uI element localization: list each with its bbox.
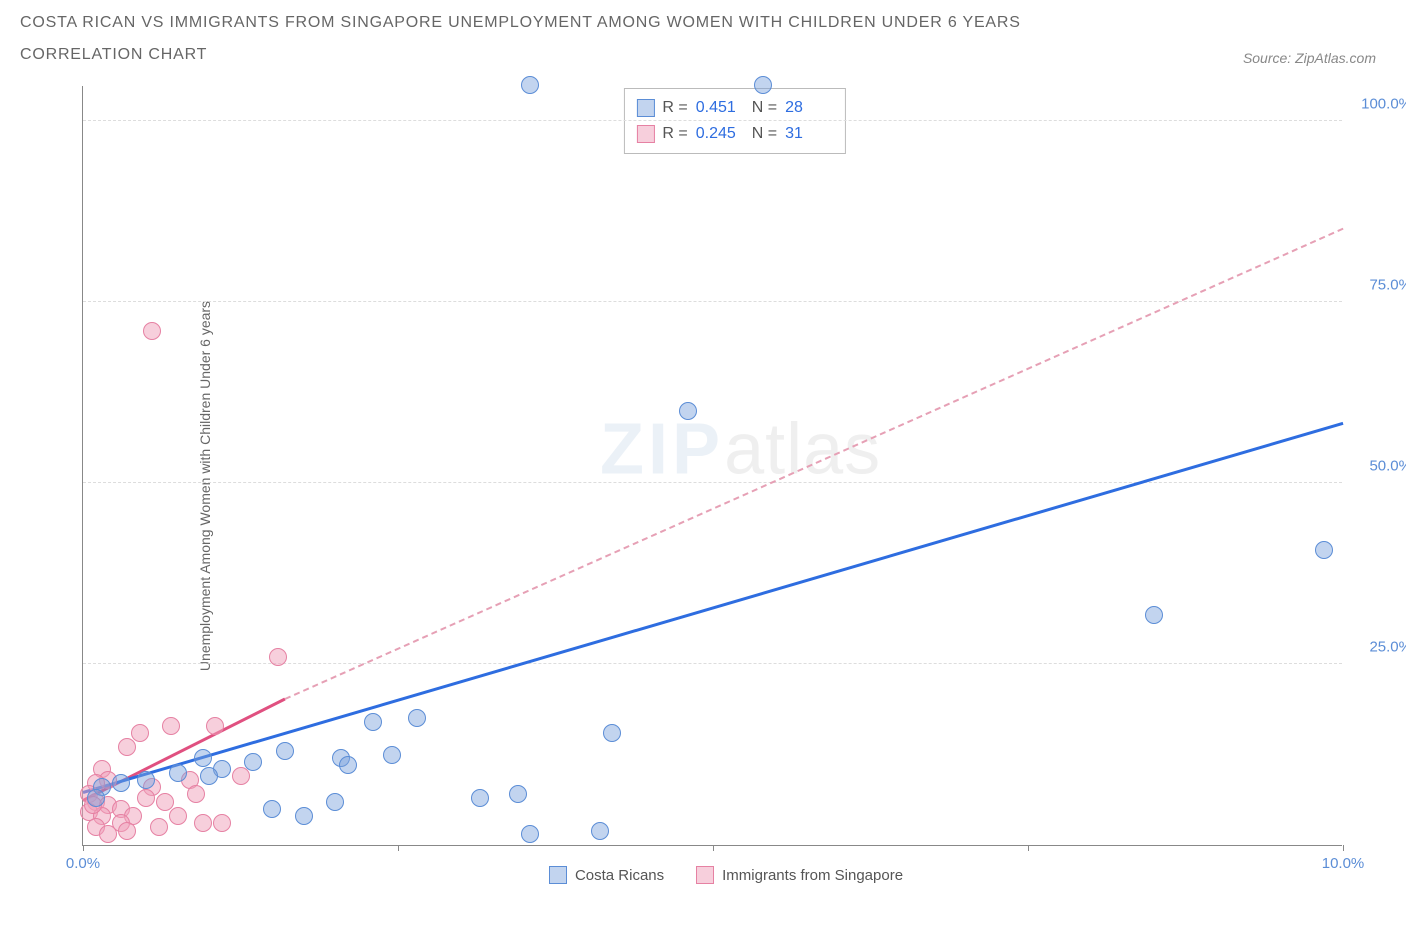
data-point-a — [244, 753, 262, 771]
watermark-atlas: atlas — [724, 409, 881, 489]
data-point-b — [99, 825, 117, 843]
legend-swatch — [636, 125, 654, 143]
trend-line-b-extrapolated — [284, 228, 1343, 700]
gridline — [83, 301, 1342, 302]
legend-label: Immigrants from Singapore — [722, 867, 903, 884]
y-tick-label: 50.0% — [1352, 458, 1406, 475]
data-point-a — [408, 709, 426, 727]
data-point-b — [162, 717, 180, 735]
data-point-a — [200, 767, 218, 785]
source-attribution: Source: ZipAtlas.com — [1243, 50, 1376, 66]
data-point-a — [1315, 541, 1333, 559]
r-value: 0.245 — [696, 121, 744, 147]
data-point-a — [137, 771, 155, 789]
legend-item: Immigrants from Singapore — [696, 866, 903, 884]
n-label: N = — [752, 121, 777, 147]
data-point-b — [187, 785, 205, 803]
data-point-b — [150, 818, 168, 836]
data-point-a — [383, 746, 401, 764]
data-point-a — [521, 76, 539, 94]
y-tick-label: 75.0% — [1352, 277, 1406, 294]
data-point-b — [131, 724, 149, 742]
x-tick — [713, 845, 714, 851]
data-point-a — [263, 800, 281, 818]
data-point-a — [679, 402, 697, 420]
gridline — [83, 482, 1342, 483]
chart-container: Unemployment Among Women with Children U… — [66, 86, 1386, 886]
y-tick-label: 25.0% — [1352, 639, 1406, 656]
info-row: R = 0.245 N = 31 — [636, 121, 833, 147]
data-point-b — [169, 807, 187, 825]
data-point-a — [295, 807, 313, 825]
legend-swatch — [549, 866, 567, 884]
data-point-a — [509, 785, 527, 803]
legend-swatch — [636, 99, 654, 117]
data-point-b — [118, 822, 136, 840]
data-point-a — [603, 724, 621, 742]
n-value: 28 — [785, 95, 833, 121]
legend-swatch — [696, 866, 714, 884]
data-point-a — [1145, 606, 1163, 624]
n-value: 31 — [785, 121, 833, 147]
data-point-b — [206, 717, 224, 735]
plot-area: ZIPatlas R =0.451N =28R =0.245N =31 25.0… — [82, 86, 1342, 846]
r-value: 0.451 — [696, 95, 744, 121]
data-point-a — [194, 749, 212, 767]
data-point-a — [112, 774, 130, 792]
data-point-a — [339, 756, 357, 774]
n-label: N = — [752, 95, 777, 121]
chart-title-line2: CORRELATION CHART — [0, 32, 1406, 64]
data-point-b — [118, 738, 136, 756]
data-point-a — [326, 793, 344, 811]
x-tick — [83, 845, 84, 851]
info-row: R = 0.451 N = 28 — [636, 95, 833, 121]
data-point-b — [232, 767, 250, 785]
data-point-b — [143, 322, 161, 340]
data-point-a — [471, 789, 489, 807]
watermark-zip: ZIP — [600, 409, 724, 489]
data-point-a — [87, 789, 105, 807]
data-point-a — [521, 825, 539, 843]
data-point-a — [754, 76, 772, 94]
data-point-b — [194, 814, 212, 832]
x-tick — [398, 845, 399, 851]
data-point-b — [269, 648, 287, 666]
legend-label: Costa Ricans — [575, 867, 664, 884]
data-point-a — [276, 742, 294, 760]
data-point-b — [137, 789, 155, 807]
watermark: ZIPatlas — [600, 408, 881, 490]
series-legend: Costa Ricans Immigrants from Singapore — [66, 866, 1386, 888]
y-tick-label: 100.0% — [1352, 96, 1406, 113]
gridline — [83, 120, 1342, 121]
data-point-a — [169, 764, 187, 782]
data-point-a — [364, 713, 382, 731]
legend-item: Costa Ricans — [549, 866, 664, 884]
chart-title-line1: COSTA RICAN VS IMMIGRANTS FROM SINGAPORE… — [0, 0, 1406, 32]
r-label: R = — [662, 95, 687, 121]
data-point-a — [591, 822, 609, 840]
x-tick — [1343, 845, 1344, 851]
x-tick — [1028, 845, 1029, 851]
r-label: R = — [662, 121, 687, 147]
data-point-b — [213, 814, 231, 832]
